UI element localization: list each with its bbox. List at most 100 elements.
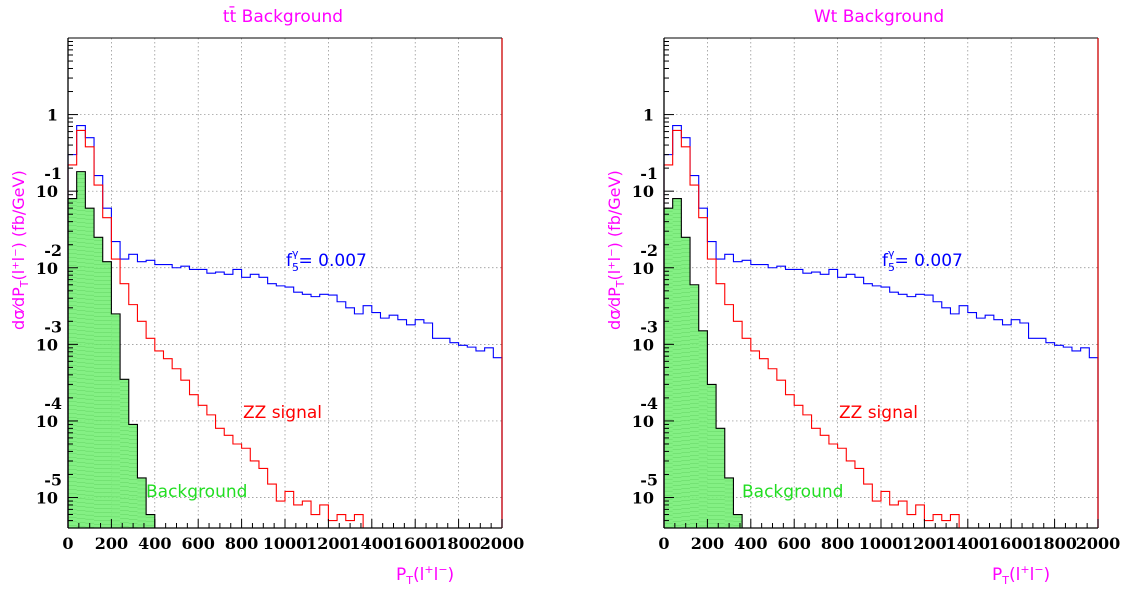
signal-label: ZZ signal (839, 403, 918, 423)
coupling-annotation: f5γ= 0.007 (882, 247, 963, 274)
coupling-sup: γ (888, 247, 895, 260)
x-tick-label: 600 (181, 534, 214, 553)
x-axis-label-sub: T (405, 574, 413, 587)
coupling-main: f (882, 251, 889, 271)
x-axis-label-l: l (434, 565, 439, 585)
histogram-line-0 (663, 124, 1099, 528)
y-tick-label: 10 (36, 489, 58, 508)
x-tick-label: 1000 (859, 534, 904, 553)
x-axis-label: PT(l+l−) (396, 563, 454, 587)
coupling-sub: 5 (292, 261, 299, 274)
signal-label: ZZ signal (243, 403, 322, 423)
x-tick-label: 0 (658, 534, 669, 553)
y-axis-label: dσ⁄dPT(l⁺l⁻) (fb/GeV) (605, 170, 627, 330)
x-tick-label: 1600 (393, 534, 438, 553)
y-tick-exponent: -3 (44, 317, 62, 336)
y-tick-exponent: -3 (640, 317, 658, 336)
x-axis-label-rest: (l (413, 565, 424, 585)
y-tick-label: 10 (36, 412, 58, 431)
histogram-line-2 (67, 171, 156, 528)
y-tick-label: 10 (632, 259, 654, 278)
x-tick-label: 0 (62, 534, 73, 553)
histogram-line-2 (663, 198, 743, 528)
background-label: Background (146, 482, 247, 502)
y-tick-label: 10 (632, 489, 654, 508)
chart-title: Wt Background (814, 7, 944, 27)
y-axis-label-sub: T (614, 280, 627, 288)
x-axis-label-sub: T (1001, 574, 1009, 587)
coupling-annotation: f5γ= 0.007 (286, 247, 367, 274)
y-tick-exponent: -4 (640, 394, 658, 413)
y-tick-label: 10 (36, 335, 58, 354)
x-tick-label: 200 (95, 534, 128, 553)
coupling-main: f (286, 251, 293, 271)
histogram-hatch-2 (68, 174, 155, 528)
y-axis-label-sub: T (18, 280, 31, 288)
x-tick-label: 1000 (263, 534, 308, 553)
coupling-sup: γ (292, 247, 299, 260)
x-axis-label-main: P (396, 565, 406, 585)
x-axis-label-minus: − (1034, 563, 1043, 576)
x-tick-label: 2000 (1076, 534, 1121, 553)
x-axis-label-plus: + (1020, 563, 1029, 576)
histogram-fill-2 (664, 198, 743, 528)
y-tick-exponent: -4 (44, 394, 62, 413)
x-tick-label: 2000 (480, 534, 525, 553)
y-axis-label-main: dσ⁄dP (9, 287, 28, 330)
x-axis-label-close: ) (1044, 565, 1051, 585)
y-axis-label: dσ⁄dPT(l⁺l⁻) (fb/GeV) (9, 170, 31, 330)
x-axis-label-plus: + (424, 563, 433, 576)
y-tick-label: 1 (47, 106, 58, 125)
histogram-line-0 (67, 124, 503, 528)
histogram-fill-2 (68, 171, 155, 528)
histogram-hatch-2 (664, 201, 743, 529)
y-tick-exponent: -1 (640, 164, 658, 183)
y-tick-label: 10 (36, 259, 58, 278)
x-tick-label: 1200 (902, 534, 947, 553)
x-tick-label: 600 (777, 534, 810, 553)
y-tick-exponent: -5 (640, 471, 658, 490)
chart-panel-1: Wt Background 0 200 400 600 800 10001200140016… (605, 7, 1120, 587)
x-tick-label: 1600 (989, 534, 1034, 553)
coupling-sub: 5 (888, 261, 895, 274)
x-tick-label: 1800 (1032, 534, 1077, 553)
x-tick-label: 800 (821, 534, 854, 553)
background-label: Background (742, 482, 843, 502)
y-axis-label-main: dσ⁄dP (605, 287, 624, 330)
grid-lines (664, 38, 1098, 528)
y-tick-label: 10 (632, 182, 654, 201)
coupling-value: = 0.007 (895, 251, 963, 271)
x-tick-label: 1200 (306, 534, 351, 553)
x-ticks (67, 519, 503, 528)
histogram-line-1 (67, 129, 364, 528)
y-ticks (68, 37, 78, 529)
y-tick-label: 10 (632, 335, 654, 354)
x-axis-label-rest: (l (1009, 565, 1020, 585)
x-axis-label-close: ) (448, 565, 455, 585)
x-axis-label: PT(l+l−) (992, 563, 1050, 587)
x-ticks (663, 519, 1099, 528)
y-ticks (664, 37, 674, 529)
y-tick-label: 10 (36, 182, 58, 201)
x-tick-label: 400 (734, 534, 767, 553)
y-tick-exponent: -5 (44, 471, 62, 490)
x-axis-label-l: l (1030, 565, 1035, 585)
y-axis-label-rest: (l⁺l⁻) (fb/GeV) (605, 170, 624, 280)
x-axis-label-main: P (992, 565, 1002, 585)
y-tick-label: 1 (643, 106, 654, 125)
x-tick-label: 400 (138, 534, 171, 553)
x-tick-label: 1800 (436, 534, 481, 553)
x-tick-label: 1400 (946, 534, 991, 553)
x-axis-label-minus: − (438, 563, 447, 576)
y-tick-exponent: -2 (640, 241, 658, 260)
y-axis-label-rest: (l⁺l⁻) (fb/GeV) (9, 170, 28, 280)
y-tick-label: 10 (632, 412, 654, 431)
coupling-value: = 0.007 (299, 251, 367, 271)
chart-title: tt̄ Background (223, 5, 343, 27)
x-tick-label: 200 (691, 534, 724, 553)
y-tick-exponent: -2 (44, 241, 62, 260)
x-tick-label: 800 (225, 534, 258, 553)
x-tick-label: 1400 (350, 534, 395, 553)
